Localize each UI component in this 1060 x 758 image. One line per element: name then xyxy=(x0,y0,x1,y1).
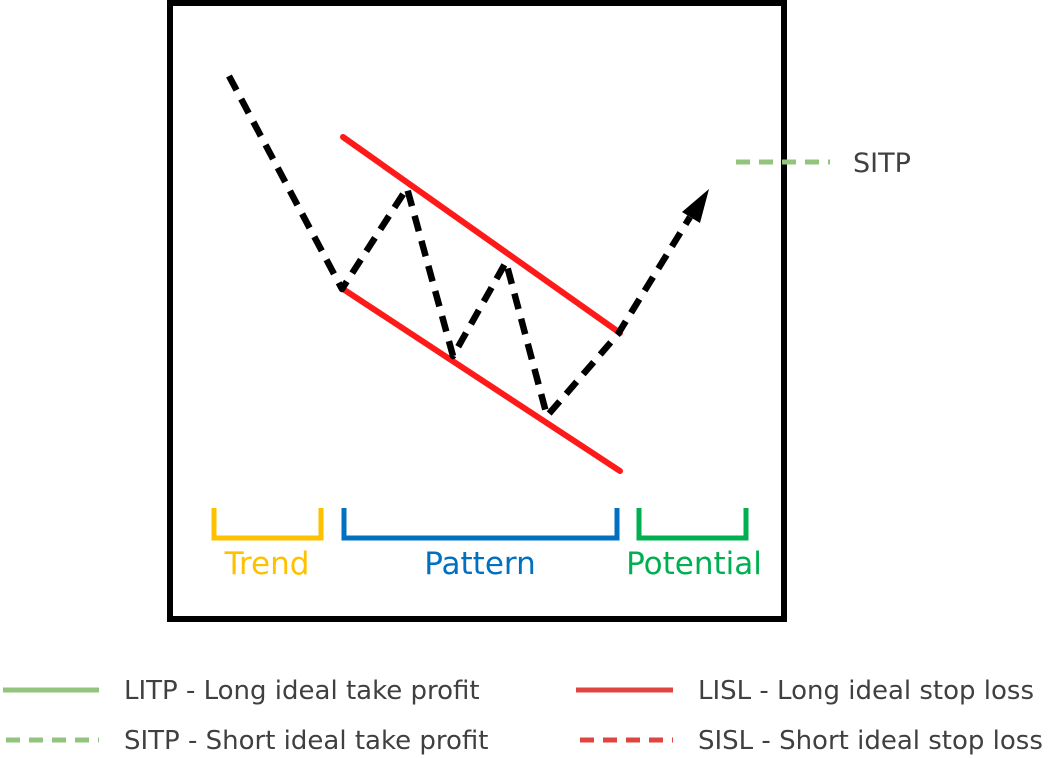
litp-legend-text: LITP - Long ideal take profit xyxy=(124,676,480,706)
breakout-arrowhead xyxy=(682,189,709,223)
legend: LITP - Long ideal take profit SITP - Sho… xyxy=(3,676,1043,756)
lower-channel-line xyxy=(340,286,623,474)
upper-channel-line xyxy=(340,134,623,336)
sitp-target-label: SITP xyxy=(853,148,911,179)
potential-label: Potential xyxy=(626,546,762,582)
trend-label: Trend xyxy=(224,546,310,582)
potential-bracket xyxy=(636,508,749,541)
pattern-label: Pattern xyxy=(424,546,536,582)
price-path xyxy=(226,74,693,420)
trend-bracket xyxy=(211,508,324,541)
lisl-legend-text: LISL - Long ideal stop loss xyxy=(698,676,1034,706)
sisl-legend-text: SISL - Short ideal stop loss xyxy=(698,726,1043,756)
sitp-legend-text: SITP - Short ideal take profit xyxy=(124,726,488,756)
pattern-bracket xyxy=(341,508,620,541)
